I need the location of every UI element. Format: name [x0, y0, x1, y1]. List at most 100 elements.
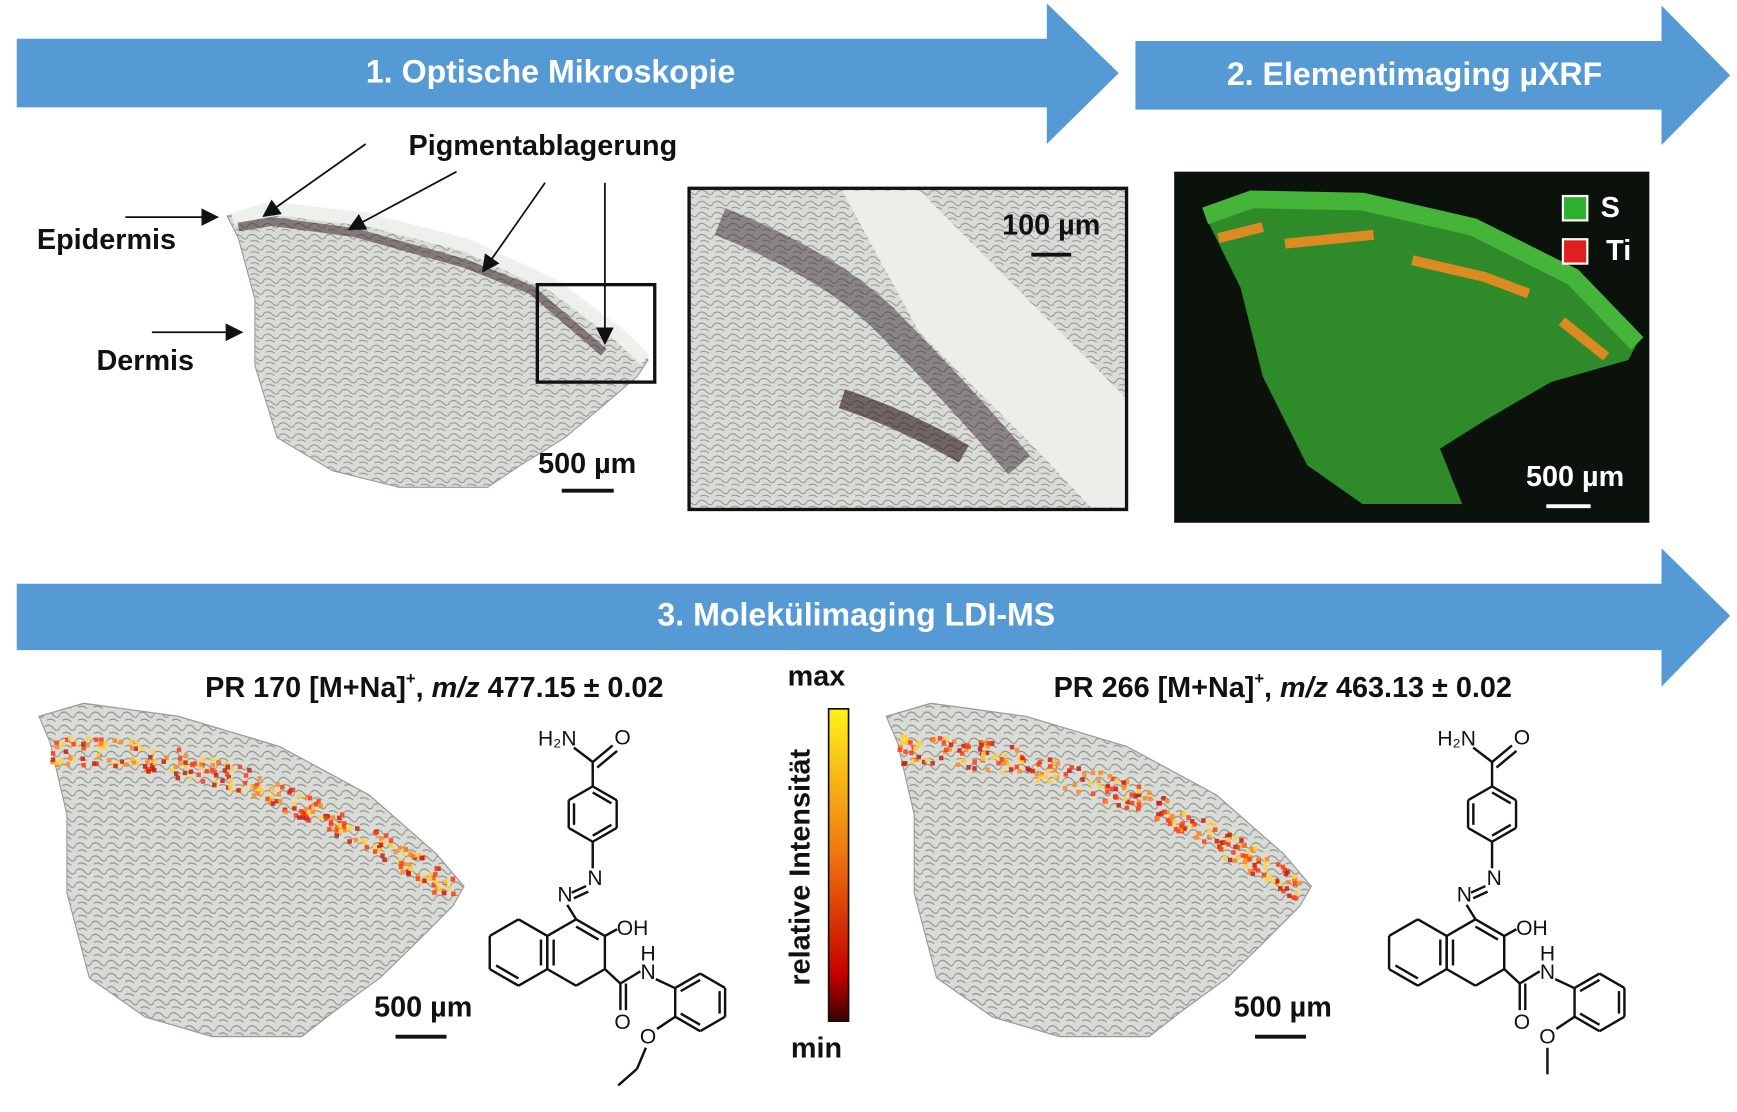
hotspot [1047, 779, 1052, 784]
hotspot [265, 796, 270, 802]
bond [575, 918, 606, 937]
hotspot [300, 814, 306, 820]
hotspot [255, 782, 260, 788]
inset-image [687, 186, 1129, 512]
hotspot [303, 813, 309, 819]
hotspot [268, 799, 273, 804]
colorbar-min: min [791, 1033, 842, 1065]
hotspot [1129, 792, 1134, 797]
hotspot [914, 757, 919, 762]
label: Dermis [96, 345, 194, 377]
hotspot [309, 805, 314, 810]
bond [592, 826, 618, 843]
hotspot [175, 775, 181, 781]
hotspot [1167, 821, 1173, 827]
hotspot [388, 842, 394, 848]
hotspot [1121, 780, 1126, 785]
hotspot [1201, 839, 1207, 844]
hotspot [1016, 755, 1022, 761]
hotspot [176, 747, 182, 753]
hotspot [1136, 792, 1142, 798]
hotspot [1103, 799, 1109, 805]
hotspot [372, 849, 378, 854]
hotspot [1252, 866, 1258, 871]
hotspot [182, 770, 188, 776]
hotspot [1008, 767, 1014, 772]
bond [568, 785, 594, 802]
hotspot [58, 759, 63, 765]
hotspot [442, 890, 447, 896]
hotspot [1283, 871, 1289, 877]
bond [1491, 785, 1517, 802]
hotspot [1063, 772, 1068, 777]
hotspot [1048, 764, 1053, 769]
hotspot [1284, 886, 1290, 891]
hotspot [297, 815, 302, 820]
bond [546, 968, 577, 987]
hotspot [1105, 789, 1110, 795]
hotspot [972, 766, 977, 771]
hotspot [145, 766, 151, 772]
hotspot [60, 742, 66, 747]
microscopy-image [226, 201, 650, 488]
hotspot [1233, 844, 1238, 850]
title-part: 477.15 ± 0.02 [480, 672, 664, 704]
hotspot [915, 741, 920, 747]
hotspot [908, 740, 913, 745]
hotspot [1097, 784, 1103, 790]
hotspot [1173, 826, 1179, 832]
hotspot [1222, 855, 1228, 861]
hotspot [129, 745, 135, 751]
hotspot [947, 747, 953, 752]
hotspot [251, 793, 257, 798]
atom-label: O [1539, 1025, 1555, 1048]
bond [604, 968, 622, 985]
bond [1470, 884, 1486, 894]
hotspot [957, 748, 962, 753]
hotspot [198, 762, 204, 767]
hotspot [1192, 822, 1197, 827]
hotspot [1172, 820, 1178, 825]
hotspot [1135, 806, 1141, 812]
hotspot [1217, 844, 1222, 849]
bond [568, 826, 594, 843]
hotspot [81, 741, 86, 747]
bond [592, 785, 618, 802]
hotspot [277, 798, 283, 804]
hotspot [431, 882, 437, 888]
hotspot [1136, 802, 1142, 808]
hotspot [243, 773, 249, 778]
hotspot [1072, 782, 1078, 788]
hotspot [966, 765, 971, 770]
bond [1554, 977, 1575, 990]
hotspot [401, 850, 407, 856]
hotspot [399, 861, 404, 866]
legend-swatch [1561, 238, 1589, 265]
step-title: 3. Molekülimaging LDI-MS [657, 596, 1055, 632]
hotspot [1176, 828, 1181, 834]
hotspot [276, 792, 282, 797]
title-part: + [1254, 669, 1264, 688]
hotspot [50, 759, 55, 765]
hotspot [916, 754, 921, 760]
hotspot [152, 760, 158, 765]
hotspot [994, 753, 1000, 758]
hotspot [406, 870, 411, 875]
bond [1474, 925, 1499, 941]
title-part: PR 266 [M+Na] [1054, 672, 1255, 704]
hotspot [951, 739, 957, 744]
hotspot [363, 840, 368, 846]
hotspot [1113, 786, 1118, 792]
hotspot [415, 873, 421, 879]
atom-label: N [1487, 867, 1502, 890]
hotspot [313, 801, 319, 807]
bond [656, 1015, 676, 1030]
hotspot [1264, 856, 1270, 862]
hotspot [275, 782, 280, 788]
hotspot [1186, 815, 1191, 820]
hotspot [142, 764, 148, 769]
hotspot [1240, 853, 1246, 858]
hotspot [54, 760, 60, 766]
hotspot [999, 756, 1005, 762]
